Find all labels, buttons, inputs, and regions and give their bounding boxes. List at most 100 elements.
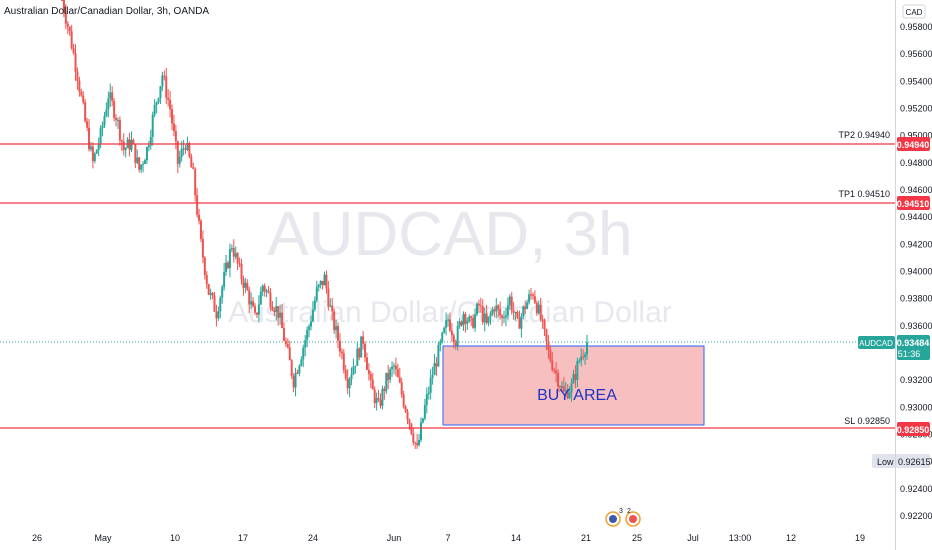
candle-body xyxy=(225,262,228,272)
x-tick-label: 25 xyxy=(632,533,642,543)
candle-body xyxy=(418,439,421,446)
candle-body xyxy=(439,341,442,346)
candle-body xyxy=(172,123,175,131)
candle-body xyxy=(118,119,121,141)
candle-body xyxy=(99,128,102,144)
candle-body xyxy=(414,442,417,444)
y-tick-label: 0.93000 xyxy=(900,402,932,412)
candle-body xyxy=(427,392,430,395)
candle-body xyxy=(485,313,488,323)
candle-body xyxy=(497,305,500,310)
y-tick-label: 0.94200 xyxy=(900,239,932,249)
y-tick-label: 0.95400 xyxy=(900,76,932,86)
candle-body xyxy=(192,167,195,169)
candle-body xyxy=(543,319,546,330)
candle-body xyxy=(93,153,96,162)
candle-body xyxy=(344,369,347,379)
candle-body xyxy=(454,342,457,346)
candle-body xyxy=(267,290,270,293)
x-tick-label: May xyxy=(94,533,112,543)
candle-body xyxy=(551,360,554,370)
candle-body xyxy=(450,330,453,336)
candle-body xyxy=(169,100,172,110)
tp1-badge xyxy=(897,196,930,210)
candle-body xyxy=(558,386,561,388)
candle-body xyxy=(504,315,507,318)
buy-area-box[interactable] xyxy=(442,345,705,426)
candle-body xyxy=(113,101,116,118)
candle-body xyxy=(88,127,91,150)
candle-body xyxy=(213,295,216,312)
candle-body xyxy=(367,369,370,375)
candle-body xyxy=(115,117,118,120)
candle-body xyxy=(560,386,563,388)
candle-body xyxy=(373,389,376,404)
candle-body xyxy=(190,156,193,168)
tp2-badge-value: 0.94940 xyxy=(897,140,930,150)
candle-body xyxy=(570,383,573,393)
candle-body xyxy=(142,163,145,165)
candle-body xyxy=(356,348,359,366)
y-tick-label: 0.94000 xyxy=(900,267,932,277)
candle-body xyxy=(539,304,542,320)
candle-body xyxy=(392,365,395,367)
candle-body xyxy=(369,374,372,380)
candle-body xyxy=(325,274,328,289)
candle-body xyxy=(535,302,538,314)
watermark-symbol: AUDCAD, 3h xyxy=(267,200,632,269)
sl-badge xyxy=(897,422,930,436)
x-tick-label: 7 xyxy=(445,533,450,543)
sl-badge-value: 0.92850 xyxy=(897,425,930,435)
candle-body xyxy=(466,321,469,324)
candle-body xyxy=(244,282,247,288)
candle-body xyxy=(286,344,289,348)
candle-body xyxy=(396,369,399,378)
candle-body xyxy=(400,382,403,395)
tp2-name: TP2 0.94940 xyxy=(838,130,890,140)
candle-body xyxy=(207,284,210,295)
candle-body xyxy=(248,290,251,305)
candle-body xyxy=(70,31,73,49)
countdown: 51:36 xyxy=(898,349,921,359)
buy-area-label: BUY AREA xyxy=(537,387,617,404)
candle-body xyxy=(234,253,237,257)
candle-body xyxy=(555,370,558,374)
candle-body xyxy=(549,350,552,361)
candle-body xyxy=(445,320,448,328)
candle-body xyxy=(499,309,502,316)
candle-body xyxy=(541,319,544,321)
candle-body xyxy=(120,140,123,142)
x-tick-label: 14 xyxy=(511,533,521,543)
candle-body xyxy=(250,301,253,305)
candle-body xyxy=(74,53,77,72)
candle-body xyxy=(338,340,341,352)
candle-body xyxy=(352,366,355,375)
candle-body xyxy=(327,288,330,307)
candle-body xyxy=(516,312,519,319)
candle-body xyxy=(82,95,85,103)
candle-body xyxy=(95,150,98,154)
candle-body xyxy=(180,148,183,157)
candle-body xyxy=(284,340,287,345)
candle-body xyxy=(340,351,343,354)
candle-body xyxy=(470,316,473,319)
x-tick-label: Jun xyxy=(387,533,402,543)
candle-body xyxy=(545,329,548,342)
candle-body xyxy=(547,341,550,351)
candle-body xyxy=(101,125,104,129)
candle-body xyxy=(265,290,268,292)
candle-body xyxy=(315,287,318,301)
candle-body xyxy=(568,392,571,399)
y-tick-label: 0.93200 xyxy=(900,375,932,385)
candle-body xyxy=(84,102,87,122)
candle-body xyxy=(335,326,338,331)
candle-body xyxy=(72,48,75,54)
candle-body xyxy=(151,114,154,137)
candle-body xyxy=(252,301,255,307)
candle-body xyxy=(526,302,529,309)
candle-body xyxy=(337,326,340,341)
economic-events-icon[interactable]: 3 2 xyxy=(605,508,641,527)
candle-body xyxy=(155,102,158,105)
candle-body xyxy=(300,359,303,366)
